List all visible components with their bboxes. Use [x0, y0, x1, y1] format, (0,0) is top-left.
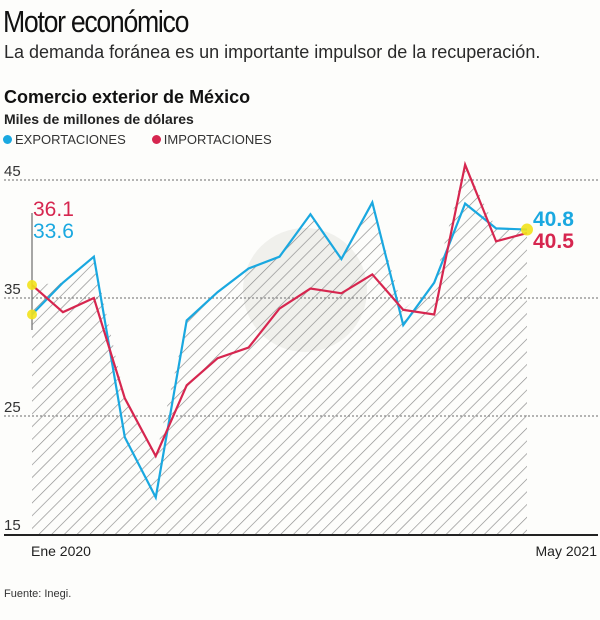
- legend-item-exportaciones: EXPORTACIONES: [3, 132, 126, 147]
- legend: EXPORTACIONES IMPORTACIONES: [3, 132, 272, 147]
- subheadline: La demanda foránea es un importante impu…: [4, 42, 541, 62]
- legend-label-importaciones: IMPORTACIONES: [163, 132, 272, 147]
- x-tick-label-end: May 2021: [536, 543, 598, 559]
- y-tick-label: 35: [4, 281, 21, 298]
- source-note: Fuente: Inegi.: [4, 588, 72, 600]
- y-tick-label: 25: [4, 399, 21, 416]
- start-label-exportaciones: 33.6: [33, 220, 74, 243]
- end-label-importaciones: 40.5: [533, 230, 574, 253]
- y-tick-label: 45: [4, 163, 21, 180]
- x-tick-label-start: Ene 2020: [31, 543, 91, 559]
- legend-item-importaciones: IMPORTACIONES: [151, 132, 272, 147]
- chart-title: Comercio exterior de México: [4, 87, 251, 107]
- legend-label-exportaciones: EXPORTACIONES: [15, 132, 126, 147]
- end-marker: [521, 223, 533, 236]
- headline: Motor económico: [3, 4, 189, 39]
- y-tick-label: 15: [4, 517, 21, 534]
- end-label-exportaciones: 40.8: [533, 208, 574, 231]
- start-marker-importaciones: [27, 280, 37, 291]
- start-label-importaciones: 36.1: [33, 198, 74, 221]
- chart-units: Miles de millones de dólares: [4, 111, 194, 127]
- legend-dot-exportaciones: [3, 135, 12, 144]
- start-marker-exportaciones: [27, 309, 37, 320]
- legend-dot-importaciones: [151, 135, 161, 144]
- hatched-area: [32, 164, 527, 534]
